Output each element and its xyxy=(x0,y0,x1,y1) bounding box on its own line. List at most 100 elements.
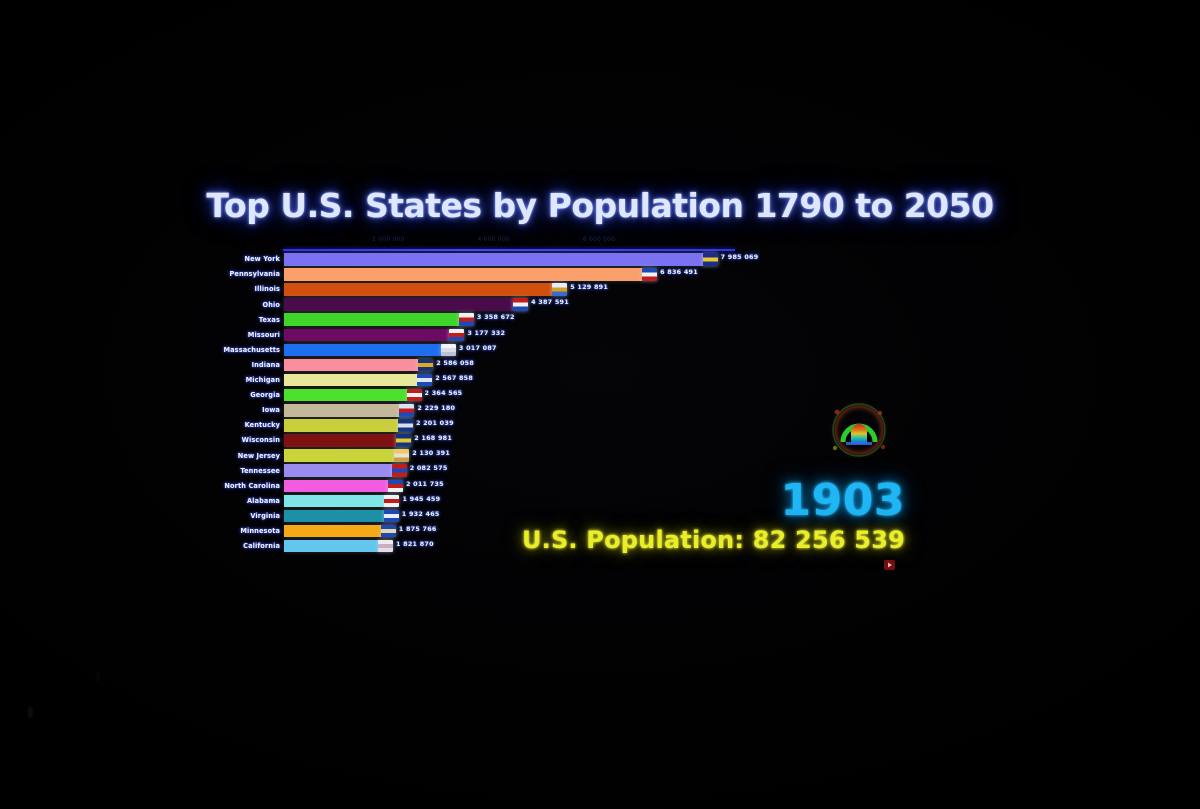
bar-track: 2 229 180 xyxy=(284,403,733,418)
bar-fill xyxy=(284,524,383,538)
year-readout: 1903 xyxy=(780,475,905,526)
bar-track: 2 586 058 xyxy=(284,358,733,373)
total-population-readout: U.S. Population: 82 256 539 xyxy=(521,526,905,554)
bar-track: 2 082 575 xyxy=(284,463,733,478)
bar-row: Pennsylvania 6 836 491 xyxy=(213,267,733,282)
bar-fill xyxy=(284,539,380,553)
bar-track: 2 168 981 xyxy=(284,433,733,448)
bar-fill xyxy=(284,404,402,417)
bar-label-ohio: Ohio xyxy=(262,300,280,309)
state-flag-icon xyxy=(406,388,422,402)
bar-fill xyxy=(284,313,461,326)
bar-row: Massachusetts 3 017 087 xyxy=(213,343,733,358)
bar-label-iowa: Iowa xyxy=(262,406,280,415)
bar-row: Kentucky 2 201 039 xyxy=(213,418,733,433)
bar-value-label: 2 011 735 xyxy=(405,479,444,488)
bar-label-minnesota: Minnesota xyxy=(240,527,280,535)
state-flag-icon xyxy=(397,419,413,432)
bar-fill xyxy=(284,373,420,387)
bar-label-new-jersey: New Jersey xyxy=(237,451,280,460)
bar-track: 5 129 891 xyxy=(284,282,733,297)
bar-row: Michigan 2 567 858 xyxy=(213,373,733,388)
state-flag-icon xyxy=(440,343,456,357)
bar-value-label: 3 017 087 xyxy=(458,343,497,352)
bar-value-label: 3 177 332 xyxy=(467,328,506,337)
bar-fill xyxy=(284,434,399,447)
bar-fill xyxy=(284,509,386,523)
bar-value-label: 2 082 575 xyxy=(409,464,448,473)
bar-track: 1 932 465 xyxy=(284,509,733,524)
bar-fill xyxy=(284,358,421,372)
bar-track: 3 177 332 xyxy=(284,328,733,343)
screen-glint xyxy=(28,706,33,719)
bar-label-missouri: Missouri xyxy=(247,330,280,339)
bar-track: 7 985 069 xyxy=(284,252,758,267)
state-flag-icon xyxy=(552,283,568,296)
bar-fill xyxy=(284,388,409,402)
bar-row: Ohio 4 387 591 xyxy=(213,297,733,312)
bar-row: Texas 3 358 672 xyxy=(213,312,733,327)
bar-label-new-york: New York xyxy=(244,255,280,264)
state-flag-icon xyxy=(417,373,433,387)
bar-value-label: 2 229 180 xyxy=(417,404,456,412)
bar-row: Tennessee 2 082 575 xyxy=(213,463,733,478)
bar-value-label: 2 168 981 xyxy=(414,434,453,443)
bar-value-label: 7 985 069 xyxy=(720,253,759,261)
bar-row: New Jersey 2 130 391 xyxy=(213,448,733,463)
bar-label-georgia: Georgia xyxy=(250,391,280,400)
bar-label-michigan: Michigan xyxy=(245,376,280,384)
state-flag-icon xyxy=(396,434,412,447)
state-flag-icon xyxy=(702,253,718,266)
x-axis-line xyxy=(283,249,735,251)
x-axis-tick-6000000: 6 000 000 xyxy=(582,236,616,243)
state-flag-icon xyxy=(384,494,400,508)
bar-track: 2 130 391 xyxy=(284,448,733,463)
bar-label-alabama: Alabama xyxy=(246,496,280,505)
bar-fill xyxy=(284,268,645,281)
state-flag-icon xyxy=(449,328,465,341)
bar-value-label: 1 821 870 xyxy=(395,539,434,548)
rainbow-circle-logo xyxy=(818,396,900,464)
state-flag-icon xyxy=(418,358,434,372)
bar-fill xyxy=(284,253,705,266)
bar-row: Missouri 3 177 332 xyxy=(213,328,733,343)
bar-track: 1 821 870 xyxy=(284,539,733,554)
play-indicator[interactable] xyxy=(884,556,896,570)
bar-track: 2 364 565 xyxy=(284,388,733,403)
state-flag-icon xyxy=(513,298,529,311)
bar-fill xyxy=(284,283,555,296)
bar-fill xyxy=(284,464,394,477)
chart-plot-area: 2 000 000 4 000 000 6 000 000 New York 7 98… xyxy=(213,236,758,561)
state-flag-icon xyxy=(383,509,399,523)
bar-value-label: 2 201 039 xyxy=(415,419,454,428)
bar-value-label: 6 836 491 xyxy=(660,268,698,277)
bar-label-california: California xyxy=(243,542,280,551)
bar-label-wisconsin: Wisconsin xyxy=(241,436,280,445)
bar-row: Iowa 2 229 180 xyxy=(213,403,733,418)
bar-track: 1 875 766 xyxy=(284,524,733,539)
bar-label-illinois: Illinois xyxy=(254,285,280,294)
bar-value-label: 1 875 766 xyxy=(398,524,437,533)
x-axis-tick-2000000: 2 000 000 xyxy=(372,236,405,243)
bar-list: New York 7 985 069 Pennsylvania 6 836 491 Il… xyxy=(213,252,758,560)
x-axis-tick-labels: 2 000 000 4 000 000 6 000 000 xyxy=(283,236,733,248)
bar-value-label: 2 586 058 xyxy=(436,358,475,367)
page-title: Top U.S. States by Population 1790 to 20… xyxy=(206,186,994,225)
bar-value-label: 5 129 891 xyxy=(570,283,609,292)
state-flag-icon xyxy=(387,479,403,492)
state-flag-icon xyxy=(399,404,415,417)
bar-value-label: 1 945 459 xyxy=(402,494,441,503)
bar-label-north-carolina: North Carolina xyxy=(224,481,280,490)
state-flag-icon xyxy=(642,268,658,281)
bar-label-texas: Texas xyxy=(258,315,280,324)
bar-fill xyxy=(284,343,443,357)
bar-track: 2 567 858 xyxy=(284,373,733,388)
bar-label-indiana: Indiana xyxy=(251,360,280,369)
bar-track: 2 201 039 xyxy=(284,418,733,433)
bar-row: Alabama 1 945 459 xyxy=(213,494,733,509)
bar-row: Wisconsin 2 168 981 xyxy=(213,433,733,448)
bar-fill xyxy=(284,298,516,311)
bar-label-pennsylvania: Pennsylvania xyxy=(229,270,280,279)
state-flag-icon xyxy=(458,313,474,326)
